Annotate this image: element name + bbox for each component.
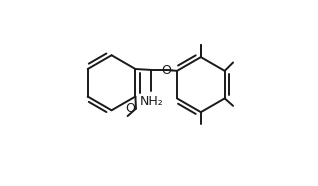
Text: O: O xyxy=(161,64,171,77)
Text: NH₂: NH₂ xyxy=(139,95,163,108)
Text: O: O xyxy=(125,102,135,115)
